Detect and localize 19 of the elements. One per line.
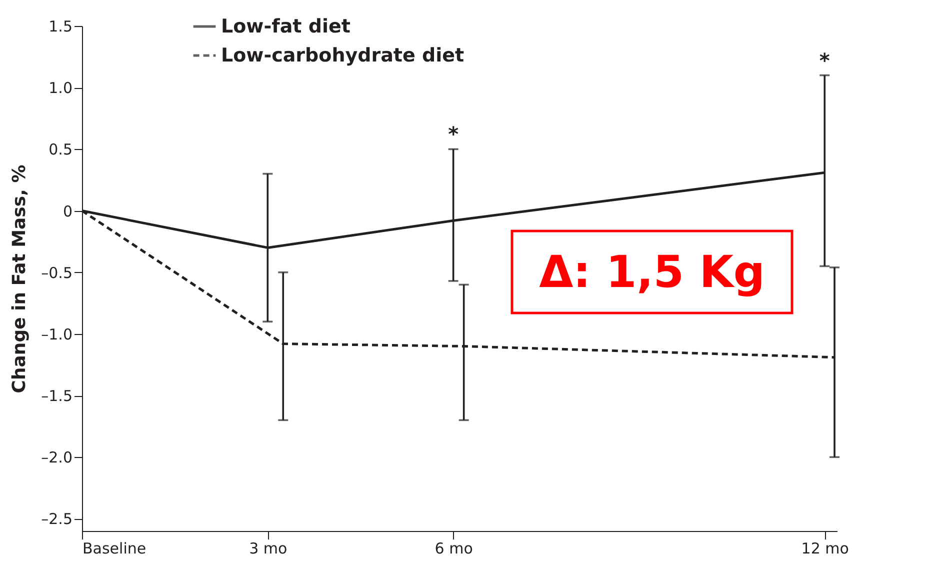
x-tick-label: 12 mo [801,540,849,558]
legend-label: Low-fat diet [221,16,350,38]
y-tick-label: –1.5 [41,387,72,406]
annotation: Δ: 1,5 Kg [539,247,765,298]
x-tick-label: 6 mo [434,540,473,558]
y-tick-label: –2.5 [41,510,72,528]
annotation: * [819,48,830,72]
y-tick-label: 1.5 [48,18,72,36]
y-axis-title: Change in Fat Mass, % [9,164,30,394]
legend-label: Low-carbohydrate diet [221,44,464,66]
y-tick-label: –0.5 [41,264,72,282]
y-tick-label: –1.0 [41,325,72,344]
annotation: * [448,122,460,146]
y-tick-label: 1.0 [48,79,72,98]
y-tick-label: –2.0 [41,448,72,467]
y-tick-label: 0.5 [48,140,72,159]
x-tick-label: Baseline [82,540,146,558]
y-tick-label: 0 [62,202,72,220]
x-tick-label: 3 mo [249,540,288,558]
